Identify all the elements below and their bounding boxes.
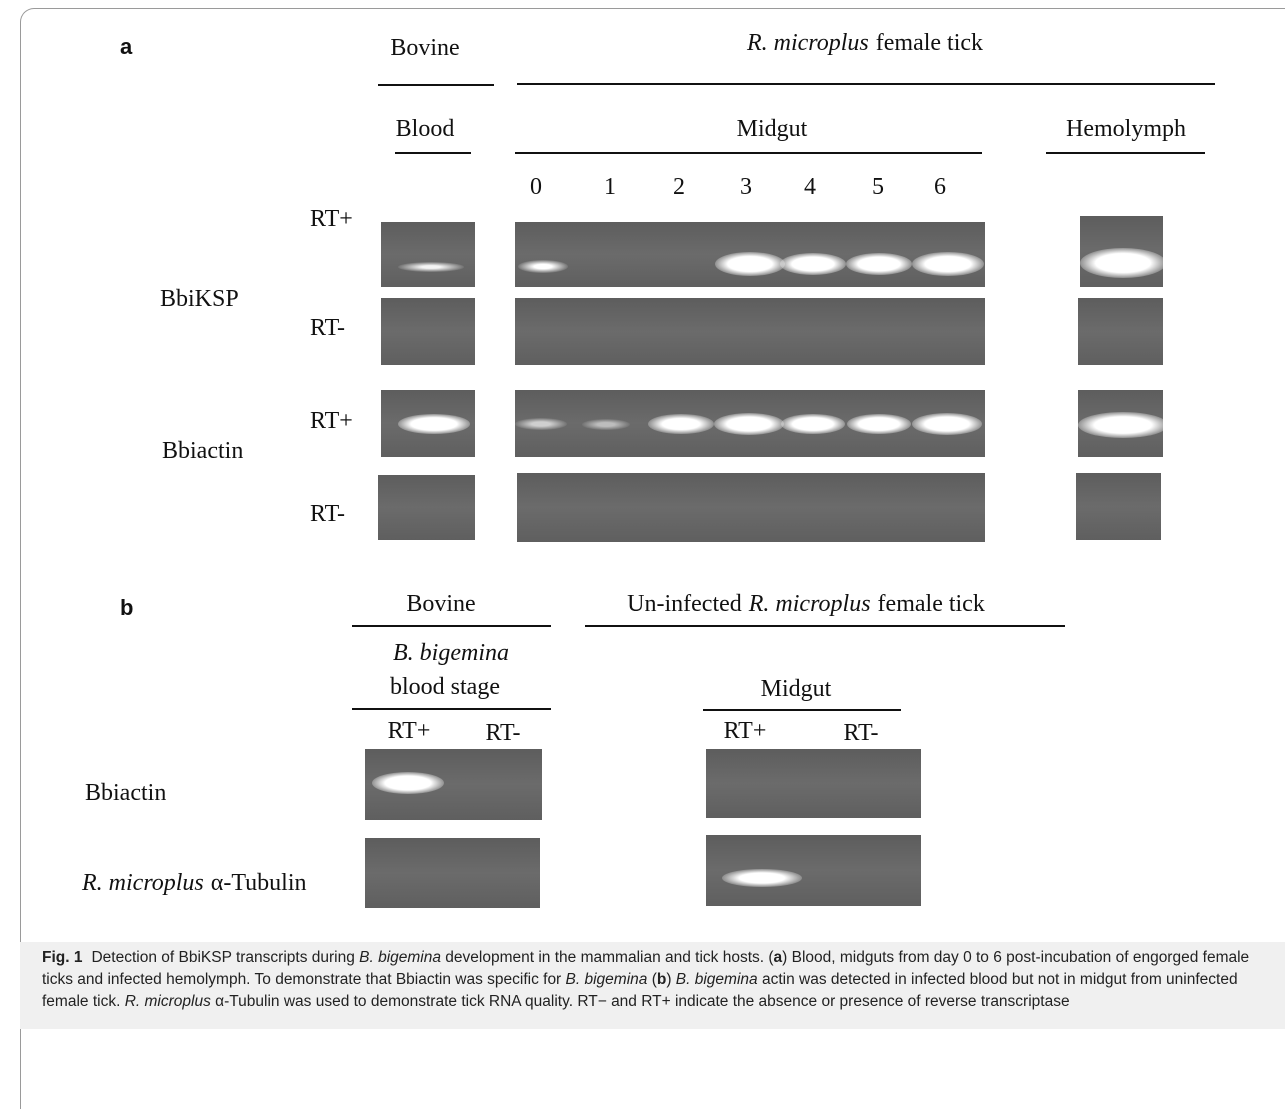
gel-image [365, 838, 540, 908]
lane-label: 2 [673, 175, 685, 199]
lane-label: 1 [604, 175, 616, 199]
caption-text: Detection of BbiKSP transcripts during [91, 949, 359, 966]
gel-band [1080, 248, 1166, 278]
lane-label: 4 [804, 175, 816, 199]
gel-band [582, 419, 630, 430]
host-header: Bovine [406, 592, 475, 616]
rt-label: RT+ [310, 207, 353, 231]
species: R. microplus [749, 591, 871, 617]
gene-text: α-Tubulin [211, 870, 307, 896]
gene-label: BbiKSP [160, 287, 239, 311]
gene-label: Bbiactin [162, 439, 243, 463]
gel-band [722, 869, 802, 887]
gel-image [381, 298, 475, 365]
gel-band [648, 414, 714, 434]
caption-text: ) [666, 971, 675, 988]
page: a Bovine R. microplus female tick Blood M… [0, 0, 1285, 1029]
gel-band [847, 414, 911, 434]
header-rule [703, 709, 901, 711]
rt-label: RT- [310, 316, 345, 340]
stage-species: B. bigemina [393, 641, 509, 665]
species: R. microplus [747, 30, 869, 56]
rt-label: RT- [843, 721, 878, 745]
gel-band [518, 260, 568, 273]
gel-band [398, 414, 470, 434]
gel-band [398, 262, 464, 272]
header-rule [352, 625, 551, 627]
header-rule [352, 708, 551, 710]
rt-label: RT+ [388, 719, 431, 743]
rt-label: RT+ [310, 409, 353, 433]
tissue-header: Midgut [737, 117, 808, 141]
gel-band [714, 413, 784, 435]
gel-image [1076, 473, 1161, 540]
species: R. microplus [82, 870, 204, 896]
gel-image [1078, 298, 1163, 365]
gel-band [912, 413, 982, 435]
lane-label: 0 [530, 175, 542, 199]
tissue-header: Hemolymph [1066, 117, 1186, 141]
gel-band [515, 418, 567, 430]
caption-italic: R. microplus [125, 993, 211, 1010]
caption-bold: b [657, 971, 666, 988]
rt-label: RT+ [724, 719, 767, 743]
caption-italic: B. bigemina [359, 949, 441, 966]
caption-bold: a [774, 949, 783, 966]
gel-image [381, 222, 475, 287]
panel-label: a [120, 36, 132, 58]
gene-label: R. microplus α-Tubulin [82, 871, 307, 895]
host-header: Bovine [390, 36, 459, 60]
gel-image [515, 298, 985, 365]
header-text: female tick [876, 30, 983, 56]
header-rule [515, 152, 982, 154]
caption-box: Fig. 1 Detection of BbiKSP transcripts du… [20, 942, 1285, 1029]
gel-band [715, 252, 785, 276]
gel-band [372, 772, 444, 794]
header-rule [378, 84, 494, 86]
header-rule [1046, 152, 1205, 154]
tissue-header: Midgut [761, 677, 832, 701]
panel-label: b [120, 597, 133, 619]
header-rule [585, 625, 1065, 627]
caption-text: α-Tubulin was used to demonstrate tick R… [211, 993, 1070, 1010]
host-header: R. microplus female tick [747, 31, 983, 55]
rt-label: RT- [310, 502, 345, 526]
gene-label: Bbiactin [85, 781, 166, 805]
header-text: female tick [878, 591, 985, 617]
stage-label: blood stage [390, 675, 500, 699]
gel-band [846, 253, 912, 275]
host-header: Un-infected R. microplus female tick [627, 592, 985, 616]
gel-band [780, 253, 846, 275]
gel-image [378, 475, 475, 540]
header-rule [395, 152, 471, 154]
gel-band [1078, 412, 1168, 438]
lane-label: 6 [934, 175, 946, 199]
gel-image [706, 749, 921, 818]
tissue-header: Blood [396, 117, 455, 141]
gel-band [781, 414, 845, 434]
gel-image [517, 473, 985, 542]
caption-text: development in the mammalian and tick ho… [441, 949, 774, 966]
lane-label: 3 [740, 175, 752, 199]
caption-italic: B. bigemina [676, 971, 758, 988]
caption: Fig. 1 Detection of BbiKSP transcripts du… [42, 947, 1277, 1013]
caption-text: ( [647, 971, 656, 988]
figure-number: Fig. 1 [42, 949, 82, 966]
lane-label: 5 [872, 175, 884, 199]
header-rule [517, 83, 1215, 85]
gel-band [912, 252, 984, 276]
header-text: Un-infected [627, 591, 742, 617]
rt-label: RT- [485, 721, 520, 745]
caption-italic: B. bigemina [566, 971, 648, 988]
